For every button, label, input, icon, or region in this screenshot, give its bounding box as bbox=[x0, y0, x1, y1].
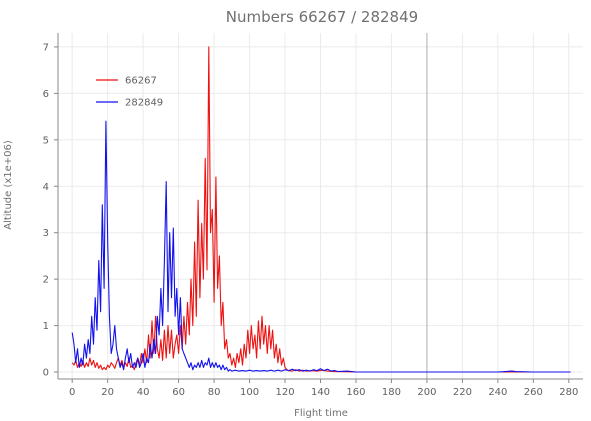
y-axis-label: Altitude (x1e+06) bbox=[3, 140, 14, 230]
x-axis-label: Flight time bbox=[294, 408, 348, 419]
y-tick-label: 3 bbox=[43, 228, 49, 239]
legend: 66267 282849 bbox=[96, 76, 163, 109]
x-tick-label: 120 bbox=[275, 387, 294, 398]
y-tick-label: 1 bbox=[43, 321, 49, 332]
x-tick-label: 40 bbox=[137, 387, 150, 398]
x-tick-label: 60 bbox=[172, 387, 185, 398]
x-tick-label: 160 bbox=[346, 387, 365, 398]
series-line-66267 bbox=[71, 46, 571, 373]
chart-title: Numbers 66267 / 282849 bbox=[226, 8, 418, 26]
x-tick-label: 80 bbox=[208, 387, 221, 398]
grid bbox=[58, 33, 583, 379]
legend-label-282849: 282849 bbox=[125, 98, 163, 109]
series-layer bbox=[71, 46, 571, 373]
x-tick-label: 20 bbox=[101, 387, 114, 398]
x-tick-label: 180 bbox=[382, 387, 401, 398]
x-tick-label: 200 bbox=[417, 387, 436, 398]
y-tick-label: 5 bbox=[43, 135, 49, 146]
x-tick-label: 100 bbox=[240, 387, 259, 398]
y-tick-label: 6 bbox=[43, 89, 49, 100]
legend-label-66267: 66267 bbox=[125, 76, 157, 87]
y-tick-label: 0 bbox=[43, 368, 49, 379]
series-line-282849 bbox=[71, 120, 571, 373]
x-tick-label: 240 bbox=[488, 387, 507, 398]
x-tick-label: 0 bbox=[69, 387, 75, 398]
x-tick-label: 220 bbox=[453, 387, 472, 398]
y-tick-label: 2 bbox=[43, 275, 49, 286]
x-tick-label: 140 bbox=[311, 387, 330, 398]
x-tick-label: 280 bbox=[559, 387, 578, 398]
y-tick-label: 7 bbox=[43, 42, 49, 53]
y-tick-label: 4 bbox=[43, 182, 49, 193]
x-tick-label: 260 bbox=[524, 387, 543, 398]
axes: 0 20 40 60 80 100 120 140 160 180 200 220 240 260 280 0… bbox=[43, 33, 583, 398]
